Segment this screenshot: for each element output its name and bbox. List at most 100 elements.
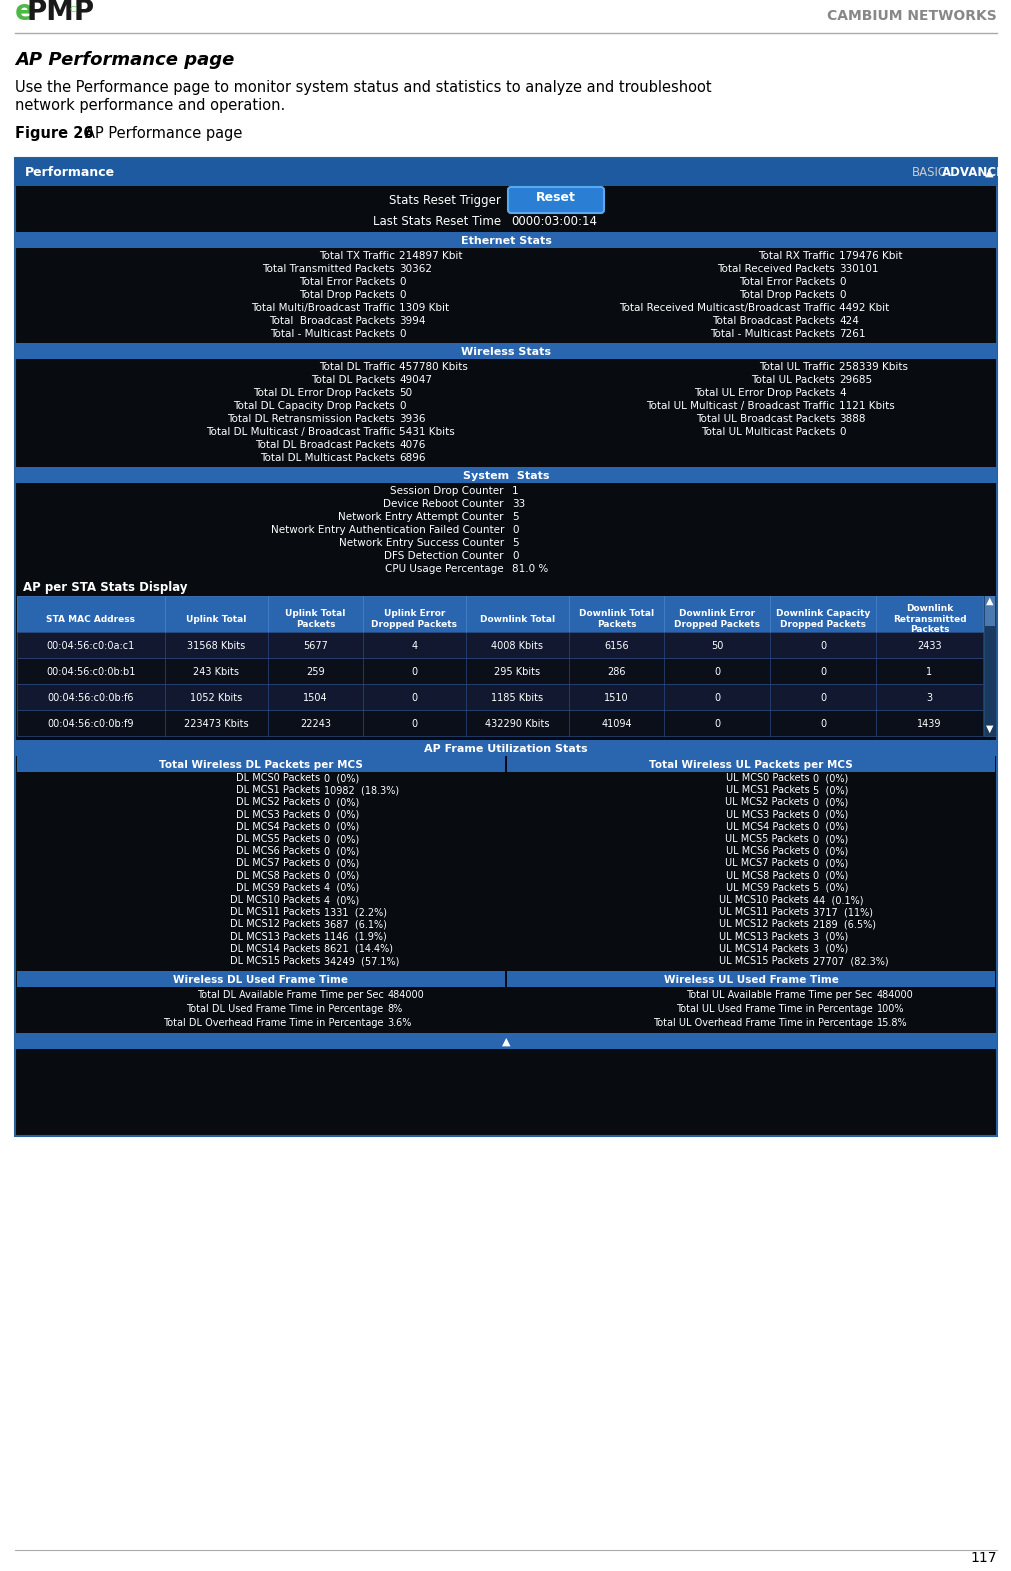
Text: 5  (0%): 5 (0%) bbox=[813, 883, 847, 892]
Text: Wireless DL Used Frame Time: Wireless DL Used Frame Time bbox=[173, 976, 348, 985]
Text: Total UL Multicast Packets: Total UL Multicast Packets bbox=[700, 427, 834, 437]
Text: Use the Performance page to monitor system status and statistics to analyze and : Use the Performance page to monitor syst… bbox=[15, 80, 711, 94]
Text: Total DL Available Frame Time per Sec: Total DL Available Frame Time per Sec bbox=[197, 990, 383, 1001]
Text: 3.6%: 3.6% bbox=[387, 1018, 411, 1027]
Text: Total DL Traffic: Total DL Traffic bbox=[318, 361, 394, 372]
Text: 432290 Kbits: 432290 Kbits bbox=[484, 720, 549, 729]
Bar bbox=[15, 467, 996, 482]
Bar bbox=[15, 233, 996, 248]
Text: 0  (0%): 0 (0%) bbox=[324, 847, 359, 856]
Text: UL MCS10 Packets: UL MCS10 Packets bbox=[719, 895, 809, 905]
Text: 00:04:56:c0:0a:c1: 00:04:56:c0:0a:c1 bbox=[47, 641, 135, 650]
Text: 258339 Kbits: 258339 Kbits bbox=[838, 361, 907, 372]
Text: 0: 0 bbox=[819, 641, 825, 650]
Text: 30362: 30362 bbox=[398, 264, 432, 273]
Text: Total - Multicast Packets: Total - Multicast Packets bbox=[270, 328, 394, 339]
Bar bbox=[15, 159, 996, 185]
Text: 33: 33 bbox=[512, 500, 525, 509]
Bar bbox=[17, 710, 982, 735]
Text: 0000:03:00:14: 0000:03:00:14 bbox=[511, 215, 596, 228]
Text: 0: 0 bbox=[819, 668, 825, 677]
Text: 0  (0%): 0 (0%) bbox=[813, 834, 847, 844]
Text: 214897 Kbit: 214897 Kbit bbox=[398, 251, 462, 261]
Text: DL MCS7 Packets: DL MCS7 Packets bbox=[236, 858, 319, 869]
Text: Ethernet Stats: Ethernet Stats bbox=[460, 236, 551, 247]
Text: 29685: 29685 bbox=[838, 375, 871, 385]
Text: Total UL Traffic: Total UL Traffic bbox=[758, 361, 834, 372]
Text: Total DL Broadcast Packets: Total DL Broadcast Packets bbox=[255, 440, 394, 449]
Text: Total Received Packets: Total Received Packets bbox=[717, 264, 834, 273]
Text: 1504: 1504 bbox=[303, 693, 328, 702]
Text: 0  (0%): 0 (0%) bbox=[813, 773, 847, 782]
Text: 0: 0 bbox=[819, 720, 825, 729]
Text: DL MCS9 Packets: DL MCS9 Packets bbox=[236, 883, 319, 892]
Text: Total Drop Packets: Total Drop Packets bbox=[739, 291, 834, 300]
Text: AP Frame Utilization Stats: AP Frame Utilization Stats bbox=[424, 745, 587, 754]
Text: 1185 Kbits: 1185 Kbits bbox=[491, 693, 543, 702]
Text: DL MCS8 Packets: DL MCS8 Packets bbox=[236, 870, 319, 881]
Text: UL MCS6 Packets: UL MCS6 Packets bbox=[725, 847, 809, 856]
Text: Downlink
Retransmitted
Packets: Downlink Retransmitted Packets bbox=[892, 605, 966, 635]
Text: 0  (0%): 0 (0%) bbox=[324, 834, 359, 844]
Text: 00:04:56:c0:0b:b1: 00:04:56:c0:0b:b1 bbox=[47, 668, 135, 677]
Text: UL MCS4 Packets: UL MCS4 Packets bbox=[725, 822, 809, 831]
Text: ▲: ▲ bbox=[501, 1037, 510, 1046]
Text: 179476 Kbit: 179476 Kbit bbox=[838, 251, 902, 261]
Text: Total Error Packets: Total Error Packets bbox=[298, 276, 394, 287]
Text: PMP: PMP bbox=[27, 0, 95, 27]
Text: 4  (0%): 4 (0%) bbox=[324, 883, 359, 892]
Text: 1: 1 bbox=[512, 485, 518, 496]
Text: 3994: 3994 bbox=[398, 316, 425, 327]
Text: Total UL Overhead Frame Time in Percentage: Total UL Overhead Frame Time in Percenta… bbox=[652, 1018, 871, 1027]
Text: 2189  (6.5%): 2189 (6.5%) bbox=[813, 919, 876, 930]
Text: 5: 5 bbox=[512, 512, 518, 522]
Text: Total  Broadcast Packets: Total Broadcast Packets bbox=[269, 316, 394, 327]
Text: ○: ○ bbox=[70, 5, 77, 13]
Text: 223473 Kbits: 223473 Kbits bbox=[184, 720, 249, 729]
Text: Total Multi/Broadcast Traffic: Total Multi/Broadcast Traffic bbox=[251, 303, 394, 313]
Text: UL MCS0 Packets: UL MCS0 Packets bbox=[725, 773, 809, 782]
Text: 27707  (82.3%): 27707 (82.3%) bbox=[813, 957, 888, 966]
Text: 1510: 1510 bbox=[604, 693, 628, 702]
Text: DL MCS1 Packets: DL MCS1 Packets bbox=[236, 786, 319, 795]
Text: 0: 0 bbox=[713, 720, 720, 729]
Text: DL MCS0 Packets: DL MCS0 Packets bbox=[236, 773, 319, 782]
Text: 259: 259 bbox=[306, 668, 325, 677]
Text: 0  (0%): 0 (0%) bbox=[324, 809, 359, 820]
Text: 4: 4 bbox=[411, 641, 418, 650]
Text: 0  (0%): 0 (0%) bbox=[813, 822, 847, 831]
Bar bbox=[507, 971, 994, 987]
Text: 0: 0 bbox=[819, 693, 825, 702]
Text: 286: 286 bbox=[607, 668, 625, 677]
Text: 3687  (6.1%): 3687 (6.1%) bbox=[324, 919, 386, 930]
Text: Wireless UL Used Frame Time: Wireless UL Used Frame Time bbox=[663, 976, 837, 985]
Text: Total UL Available Frame Time per Sec: Total UL Available Frame Time per Sec bbox=[685, 990, 871, 1001]
Text: 0  (0%): 0 (0%) bbox=[324, 822, 359, 831]
Text: 49047: 49047 bbox=[398, 375, 432, 385]
Text: 41094: 41094 bbox=[601, 720, 631, 729]
Text: 34249  (57.1%): 34249 (57.1%) bbox=[324, 957, 399, 966]
Text: 4008 Kbits: 4008 Kbits bbox=[491, 641, 543, 650]
Text: 1121 Kbits: 1121 Kbits bbox=[838, 401, 894, 412]
Text: 0: 0 bbox=[398, 291, 405, 300]
Text: Downlink Capacity
Dropped Packets: Downlink Capacity Dropped Packets bbox=[775, 610, 869, 628]
Text: 0  (0%): 0 (0%) bbox=[813, 847, 847, 856]
Text: 15.8%: 15.8% bbox=[876, 1018, 907, 1027]
Bar bbox=[17, 683, 982, 710]
Bar bbox=[17, 971, 504, 987]
Text: UL MCS8 Packets: UL MCS8 Packets bbox=[725, 870, 809, 881]
Text: 0  (0%): 0 (0%) bbox=[324, 798, 359, 807]
Text: Total DL Overhead Frame Time in Percentage: Total DL Overhead Frame Time in Percenta… bbox=[163, 1018, 383, 1027]
Text: Total UL Used Frame Time in Percentage: Total UL Used Frame Time in Percentage bbox=[675, 1004, 871, 1013]
Text: STA MAC Address: STA MAC Address bbox=[47, 614, 135, 624]
Bar bbox=[15, 1034, 996, 1049]
Text: 6896: 6896 bbox=[398, 452, 425, 463]
Text: Total Received Multicast/Broadcast Traffic: Total Received Multicast/Broadcast Traff… bbox=[618, 303, 834, 313]
Text: ADVANCED: ADVANCED bbox=[941, 167, 1011, 179]
Text: 4076: 4076 bbox=[398, 440, 425, 449]
Text: Total Drop Packets: Total Drop Packets bbox=[299, 291, 394, 300]
Text: 0  (0%): 0 (0%) bbox=[813, 858, 847, 869]
Text: 0: 0 bbox=[398, 401, 405, 412]
Text: CAMBIUM NETWORKS: CAMBIUM NETWORKS bbox=[826, 9, 996, 24]
Text: Wireless Stats: Wireless Stats bbox=[461, 347, 550, 357]
